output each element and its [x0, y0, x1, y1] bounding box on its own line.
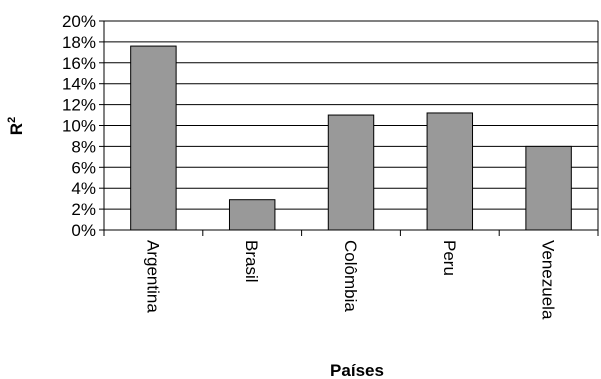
y-tick-label: 6%: [71, 158, 96, 177]
bar-peru: [426, 112, 474, 231]
x-category-label: Peru: [440, 240, 459, 276]
x-category-label: Argentina: [143, 240, 162, 313]
y-tick-label: 0%: [71, 221, 96, 240]
y-tick-label: 18%: [62, 33, 96, 52]
x-category-label: Brasil: [242, 240, 261, 283]
bar-argentina: [130, 45, 177, 231]
y-axis-title: R2: [6, 117, 26, 135]
axes: [99, 20, 599, 236]
y-tick-label: 10%: [62, 117, 96, 136]
y-tick-labels: 0% 2% 4% 6% 8%10% 12% 14% 16% 18% 20%: [62, 12, 96, 240]
y-tick-label: 4%: [71, 179, 96, 198]
bar-colômbia: [327, 114, 375, 231]
y-tick-label: 14%: [62, 75, 96, 94]
x-axis-title: Países: [330, 361, 384, 379]
bar-venezuela: [525, 145, 572, 231]
x-category-label: Venezuela: [539, 240, 558, 320]
x-category-labels: Argentina Brasil Colômbia Peru Venezuela: [143, 240, 557, 320]
y-tick-label: 20%: [62, 12, 96, 31]
y-tick-label: 12%: [62, 96, 96, 115]
y-axis-title-superscript: 2: [6, 117, 18, 123]
y-tick-label: 16%: [62, 54, 96, 73]
y-axis-title-main: R: [7, 123, 26, 135]
bars: [130, 45, 572, 231]
x-category-label: Colômbia: [341, 240, 360, 312]
bar-brasil: [228, 199, 276, 231]
y-tick-label: 8%: [71, 137, 96, 156]
y-tick-label: 2%: [71, 200, 96, 219]
